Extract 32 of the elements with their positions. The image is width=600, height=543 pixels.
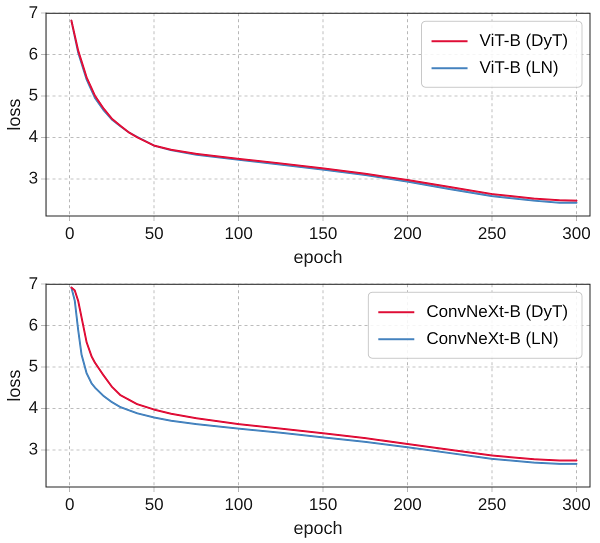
x-axis-title: epoch (294, 247, 343, 268)
x-tick-label: 50 (144, 224, 164, 243)
x-tick-label: 50 (144, 494, 164, 514)
legend-label: ConvNeXt-B (DyT) (426, 302, 568, 321)
legend-label: ViT-B (LN) (480, 58, 559, 77)
y-tick-label: 3 (28, 439, 38, 458)
y-tick-label: 7 (28, 274, 38, 293)
x-tick-label: 0 (64, 494, 74, 514)
x-tick-label: 100 (224, 224, 253, 243)
x-tick-label: 100 (224, 494, 253, 514)
x-tick-label: 250 (478, 224, 506, 243)
x-tick-label: 200 (393, 494, 422, 514)
y-tick-label: 4 (28, 127, 38, 146)
x-axis-title: epoch (294, 518, 343, 538)
y-tick-label: 6 (28, 44, 38, 64)
x-tick-label: 0 (64, 224, 74, 243)
x-tick-label: 250 (478, 494, 506, 514)
y-tick-label: 4 (28, 398, 38, 418)
y-axis-title: loss (4, 370, 24, 402)
legend-label: ConvNeXt-B (LN) (426, 328, 559, 348)
x-tick-label: 300 (562, 224, 591, 243)
x-tick-label: 150 (308, 494, 338, 514)
y-tick-label: 5 (28, 356, 38, 376)
y-tick-label: 7 (28, 2, 38, 22)
y-tick-label: 6 (28, 315, 38, 334)
legend-label: ViT-B (DyT) (480, 30, 568, 50)
y-tick-label: 5 (28, 86, 38, 105)
x-tick-label: 150 (308, 224, 338, 243)
y-tick-label: 3 (28, 168, 38, 188)
x-tick-label: 300 (562, 494, 591, 514)
y-axis-title: loss (4, 98, 24, 131)
x-tick-label: 200 (393, 224, 422, 243)
